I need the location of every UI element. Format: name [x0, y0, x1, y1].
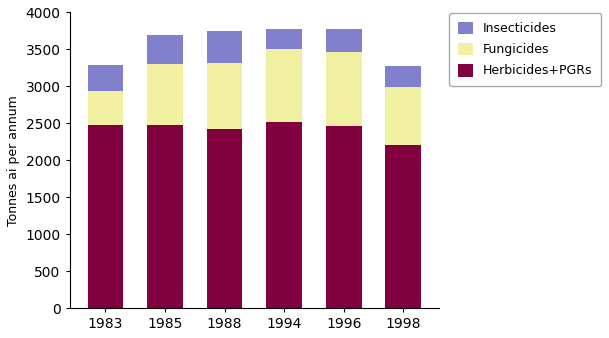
Bar	[88, 125, 123, 308]
Bar	[147, 64, 183, 125]
Bar	[385, 145, 421, 308]
Bar	[147, 34, 183, 64]
Bar	[266, 122, 302, 308]
Y-axis label: Tonnes ai per annum: Tonnes ai per annum	[7, 95, 20, 225]
Bar	[206, 31, 242, 63]
Bar	[266, 29, 302, 49]
Bar	[326, 52, 362, 126]
Legend: Insecticides, Fungicides, Herbicides+PGRs: Insecticides, Fungicides, Herbicides+PGR…	[449, 13, 601, 86]
Bar	[266, 49, 302, 122]
Bar	[206, 63, 242, 129]
Bar	[147, 125, 183, 308]
Bar	[88, 91, 123, 125]
Bar	[326, 126, 362, 308]
Bar	[326, 29, 362, 52]
Bar	[385, 66, 421, 87]
Bar	[206, 129, 242, 308]
Bar	[88, 65, 123, 91]
Bar	[385, 87, 421, 145]
